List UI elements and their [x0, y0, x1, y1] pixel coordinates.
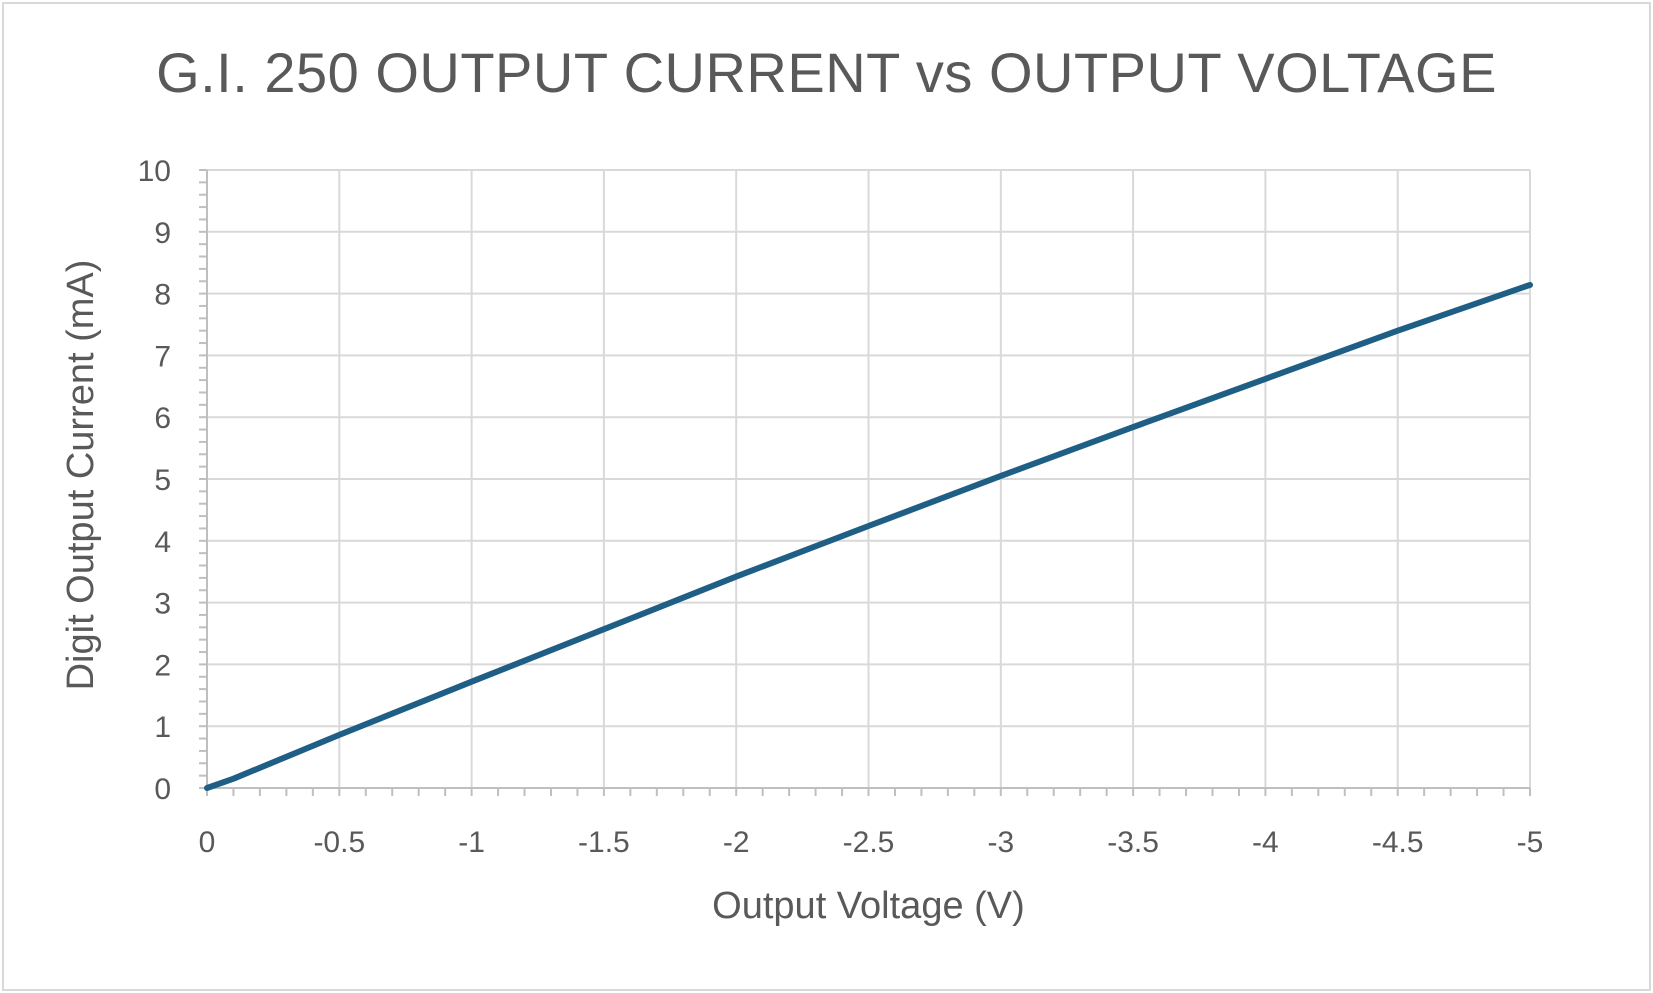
y-tick-label: 6: [154, 402, 171, 435]
x-tick-label: -3.5: [1107, 826, 1159, 859]
y-tick-label: 2: [154, 649, 171, 682]
x-tick-label: -3: [987, 826, 1014, 859]
x-tick-label: 0: [199, 826, 216, 859]
x-tick-label: -2.5: [843, 826, 895, 859]
x-axis-title: Output Voltage (V): [712, 885, 1025, 927]
axes: [199, 169, 1531, 796]
x-tick-label: -5: [1517, 826, 1544, 859]
x-tick-label: -2: [723, 826, 750, 859]
y-tick-label: 4: [154, 526, 171, 559]
x-tick-label: -0.5: [313, 826, 365, 859]
gridlines: [207, 169, 1531, 788]
y-axis-title: Digit Output Current (mA): [60, 260, 102, 691]
y-tick-label: 8: [154, 279, 171, 312]
x-tick-label: -1.5: [578, 826, 630, 859]
series-layer: [204, 281, 1533, 791]
y-tick-label: 5: [154, 464, 171, 497]
x-tick-label: -1: [458, 826, 485, 859]
x-tick-label: -4.5: [1372, 826, 1424, 859]
y-tick-label: 10: [138, 155, 171, 188]
y-tick-label: 9: [154, 217, 171, 250]
y-tick-label: 0: [154, 773, 171, 806]
x-tick-label: -4: [1252, 826, 1279, 859]
y-tick-label: 7: [154, 340, 171, 373]
y-tick-label: 3: [154, 588, 171, 621]
y-tick-label: 1: [154, 711, 171, 744]
tick-labels: 0 1 2 3 4 5 6 7 8 9 10 0 -0.5 -1 -1.5 -2 -2.5 -3 -3.5 -4 -4.…: [138, 155, 1544, 859]
chart-title: G.I. 250 OUTPUT CURRENT vs OUTPUT VOLTAG…: [156, 41, 1497, 104]
series-line: [204, 281, 1533, 791]
